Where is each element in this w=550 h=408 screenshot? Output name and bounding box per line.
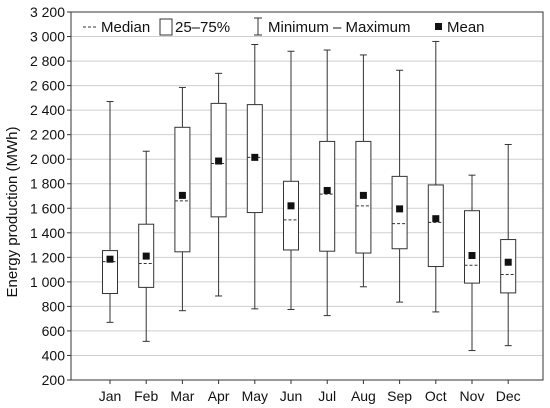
iqr-box	[500, 239, 517, 294]
x-tick-label: Oct	[425, 388, 447, 404]
legend-whisker-label: Minimum – Maximum	[268, 19, 411, 36]
legend-mean-swatch	[435, 23, 442, 30]
box-group-mar	[174, 86, 191, 312]
mean-marker	[323, 186, 331, 194]
y-axis-ticks: 200 400 600 800 1 000 1 200 1 400 1 600 1 800 2 0…	[30, 4, 71, 388]
x-tick-label: Apr	[208, 388, 230, 404]
x-axis-ticks: Jan Feb Mar Apr May Jun Jul Aug Sep Oct Nov Dec	[99, 380, 521, 404]
box-group-may	[246, 44, 263, 310]
boxes	[102, 40, 517, 352]
mean-marker	[215, 157, 223, 165]
mean-marker	[359, 191, 367, 199]
box-group-jan	[102, 101, 118, 323]
legend-box-swatch	[159, 18, 173, 36]
mean-marker	[287, 202, 295, 210]
x-tick-label: Sep	[387, 388, 412, 404]
x-tick-label: Nov	[460, 388, 485, 404]
mean-marker	[106, 255, 114, 263]
y-tick-label: 1 600	[30, 200, 65, 216]
x-tick-label: Feb	[134, 388, 158, 404]
mean-marker	[504, 258, 512, 266]
mean-marker	[251, 153, 259, 161]
legend-median-label: Median	[101, 19, 150, 36]
legend-box-label: 25–75%	[175, 19, 230, 36]
box-group-jun	[283, 50, 299, 310]
x-tick-label: Jul	[318, 388, 336, 404]
box-group-nov	[464, 174, 480, 352]
mean-marker	[468, 251, 476, 259]
x-tick-label: Jan	[99, 388, 122, 404]
mean-marker	[142, 252, 150, 260]
mean-marker	[432, 215, 440, 223]
iqr-box	[391, 175, 408, 250]
y-tick-label: 2 800	[30, 53, 65, 69]
legend: Median 25–75% Minimum – Maximum Mean	[83, 17, 485, 36]
plot-frame	[70, 11, 544, 381]
y-tick-label: 1 400	[30, 225, 65, 241]
legend-mean-label: Mean	[447, 19, 485, 36]
mean-marker	[178, 191, 186, 199]
box-group-aug	[355, 54, 372, 288]
y-tick-label: 1 000	[30, 274, 65, 290]
y-tick-label: 2 600	[30, 78, 65, 94]
box-group-apr	[210, 72, 227, 297]
y-tick-label: 2 400	[30, 102, 65, 118]
box-group-sep	[391, 69, 408, 303]
x-tick-label: Dec	[496, 388, 521, 404]
y-tick-label: 1 800	[30, 176, 65, 192]
y-tick-label: 3 200	[30, 4, 65, 20]
x-tick-label: Aug	[351, 388, 376, 404]
iqr-box	[319, 140, 336, 252]
iqr-box	[174, 126, 191, 253]
y-tick-label: 1 200	[30, 249, 65, 265]
box-group-dec	[500, 143, 517, 347]
y-tick-label: 3 000	[30, 29, 65, 45]
y-tick-label: 200	[42, 372, 66, 388]
y-axis-label: Energy production (MWh)	[4, 127, 21, 298]
y-tick-label: 800	[42, 298, 66, 314]
y-tick-label: 600	[42, 323, 66, 339]
iqr-box	[283, 180, 299, 251]
legend-whisker-swatch	[254, 17, 262, 36]
y-tick-label: 2 200	[30, 127, 65, 143]
x-tick-label: Jun	[280, 388, 303, 404]
x-tick-label: Mar	[170, 388, 194, 404]
y-tick-label: 400	[42, 347, 66, 363]
y-tick-label: 2 000	[30, 151, 65, 167]
box-group-oct	[427, 40, 444, 313]
box-group-feb	[138, 150, 155, 342]
iqr-box	[427, 184, 444, 268]
iqr-box	[464, 210, 480, 284]
x-tick-label: May	[242, 388, 268, 404]
mean-marker	[396, 205, 404, 213]
box-group-jul	[319, 49, 336, 317]
